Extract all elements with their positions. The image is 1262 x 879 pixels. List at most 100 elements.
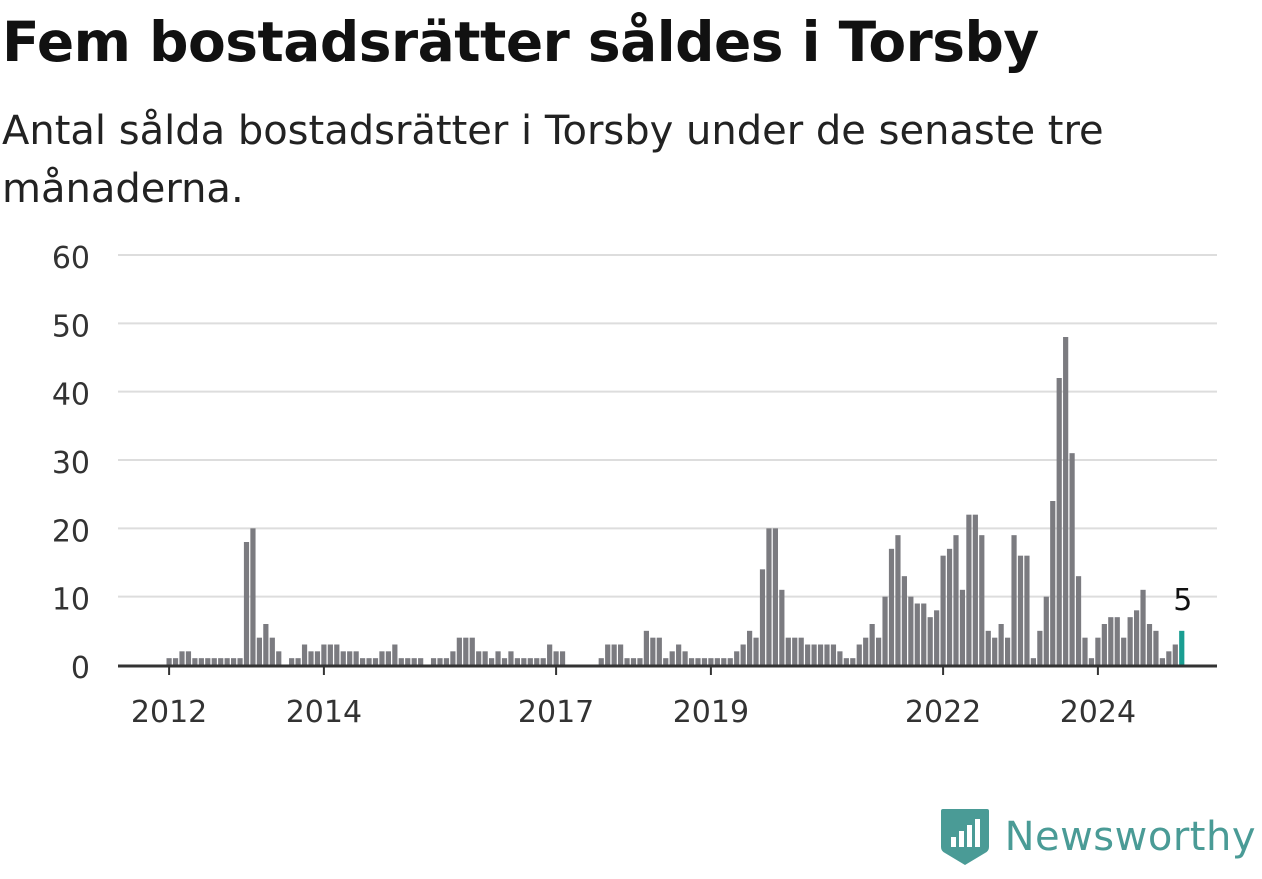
bar	[682, 651, 688, 665]
bars	[166, 337, 1185, 665]
bar	[650, 637, 656, 665]
bar	[598, 658, 604, 665]
bar	[366, 658, 372, 665]
brand-name: Newsworthy	[1004, 814, 1256, 860]
bar	[843, 658, 849, 665]
bar	[243, 542, 250, 665]
bar	[663, 658, 669, 665]
bar	[953, 535, 959, 665]
bar	[211, 658, 217, 665]
bar	[656, 637, 662, 665]
bar	[611, 644, 617, 665]
bar	[850, 658, 856, 665]
bar	[1050, 501, 1056, 665]
bar	[1075, 576, 1082, 665]
bar	[688, 658, 695, 665]
bar	[1095, 637, 1101, 665]
bar	[372, 658, 379, 665]
bar	[172, 658, 179, 665]
bar	[392, 644, 398, 665]
x-tick-label: 2024	[1060, 695, 1136, 730]
bar	[979, 535, 985, 665]
bar	[676, 644, 682, 665]
bar	[489, 658, 495, 665]
bar	[805, 644, 811, 665]
bar	[1114, 617, 1120, 665]
bar	[295, 658, 301, 665]
chart-subtitle: Antal sålda bostadsrätter i Torsby under…	[2, 108, 1104, 212]
bar	[1140, 589, 1146, 665]
bar	[540, 658, 546, 665]
bar	[443, 658, 450, 665]
newsworthy-logo: Newsworthy	[939, 807, 1256, 867]
bar	[811, 644, 817, 665]
bar	[940, 555, 946, 665]
bar	[250, 528, 256, 665]
gridlines	[118, 254, 1217, 598]
bar	[876, 637, 882, 665]
bar	[469, 637, 475, 665]
bar	[269, 637, 275, 665]
bar-chart-logo-icon	[940, 809, 989, 865]
bar	[779, 589, 785, 665]
bar	[289, 658, 295, 665]
bar	[830, 644, 837, 665]
bar	[224, 658, 230, 665]
bar	[1017, 555, 1024, 665]
bar	[605, 644, 611, 665]
bar	[1159, 658, 1165, 665]
bar	[824, 644, 830, 665]
bar	[1005, 637, 1011, 665]
bar	[1088, 658, 1095, 665]
bar	[482, 651, 488, 665]
bar	[934, 610, 940, 665]
bar	[321, 644, 327, 665]
bar	[701, 658, 708, 665]
bar	[179, 651, 185, 665]
bar	[1166, 651, 1172, 665]
bar	[747, 630, 753, 665]
bar	[992, 637, 998, 665]
y-tick-label: 10	[52, 583, 90, 618]
bar	[772, 528, 778, 665]
bar	[798, 637, 804, 665]
bar	[927, 617, 933, 665]
x-tick-label: 2017	[518, 695, 594, 730]
bar	[1146, 624, 1153, 665]
bar	[379, 651, 385, 665]
bar	[998, 624, 1004, 665]
bar	[1063, 337, 1069, 665]
bar	[205, 658, 211, 665]
y-axis-tick-labels: 0 10 20 30 40 50 60	[52, 241, 90, 686]
bar	[882, 596, 888, 665]
bar	[985, 630, 991, 665]
bar	[1082, 637, 1088, 665]
bar	[624, 658, 630, 665]
x-tick-label: 2019	[673, 695, 749, 730]
bar	[347, 651, 353, 665]
bar	[727, 658, 733, 665]
bar	[327, 644, 333, 665]
bar	[476, 651, 482, 665]
bar	[456, 637, 462, 665]
bar	[1127, 617, 1133, 665]
bar	[1056, 378, 1062, 665]
bar	[463, 637, 469, 665]
bar	[1121, 637, 1127, 665]
bar	[637, 658, 643, 665]
bar	[263, 624, 269, 665]
highlight-bar	[1179, 630, 1185, 665]
bar	[1030, 658, 1036, 665]
y-tick-label: 40	[52, 378, 90, 413]
bar	[785, 637, 791, 665]
bar	[766, 528, 772, 665]
bar	[708, 658, 714, 665]
bar	[405, 658, 411, 665]
bar	[237, 658, 243, 665]
x-axis-tick-labels: 2012 2014 2017 2019 2022 2024	[131, 667, 1136, 730]
bar	[166, 658, 172, 665]
bar	[385, 651, 391, 665]
bar	[695, 658, 701, 665]
bar	[430, 658, 437, 665]
